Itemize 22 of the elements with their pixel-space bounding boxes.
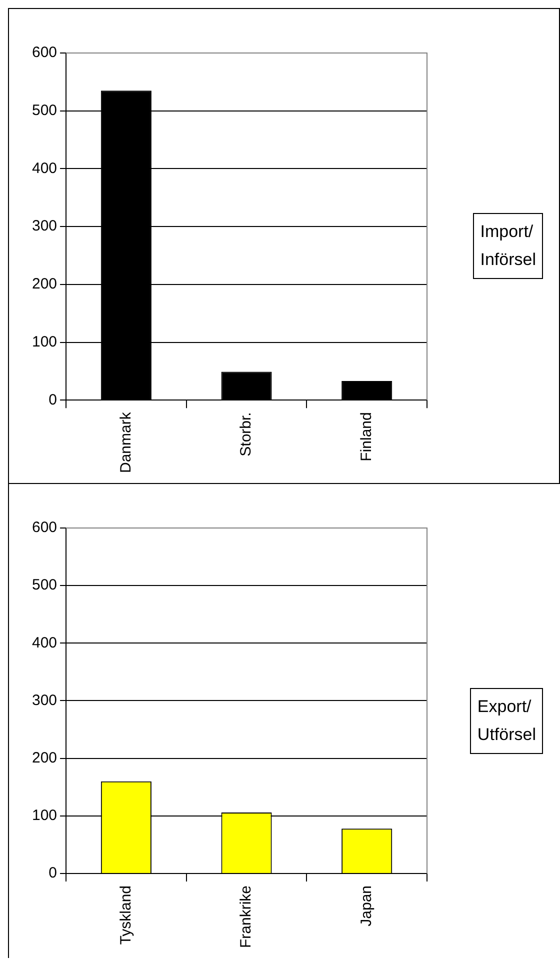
x-tick-label: Tyskland	[117, 885, 134, 945]
y-tick-label: 600	[32, 44, 58, 62]
text: Export/ Utförsel	[477, 696, 536, 746]
y-tick-label: 0	[48, 864, 58, 882]
y-tick-label: 0	[48, 391, 58, 408]
y-tick-label: 500	[32, 102, 58, 119]
x-tick-label: Frankrike	[238, 885, 255, 948]
text: Import/ Införsel	[480, 221, 536, 271]
y-tick-label: 100	[32, 333, 58, 350]
x-tick-label: Danmark	[117, 412, 134, 474]
y-tick-label: 200	[32, 276, 58, 293]
y-tick-label: 100	[32, 807, 58, 824]
y-tick-label: 600	[32, 519, 58, 536]
y-tick-label: 400	[32, 634, 58, 652]
y-tick-label: 500	[32, 576, 58, 594]
y-tick-label: 400	[32, 160, 58, 177]
x-tick-label: Japan	[358, 885, 375, 926]
x-tick-label: Storbr.	[238, 412, 255, 456]
x-tick-label: Finland	[358, 412, 375, 462]
y-tick-label: 200	[32, 749, 58, 766]
y-tick-label: 300	[32, 218, 58, 235]
y-tick-label: 300	[32, 692, 58, 709]
